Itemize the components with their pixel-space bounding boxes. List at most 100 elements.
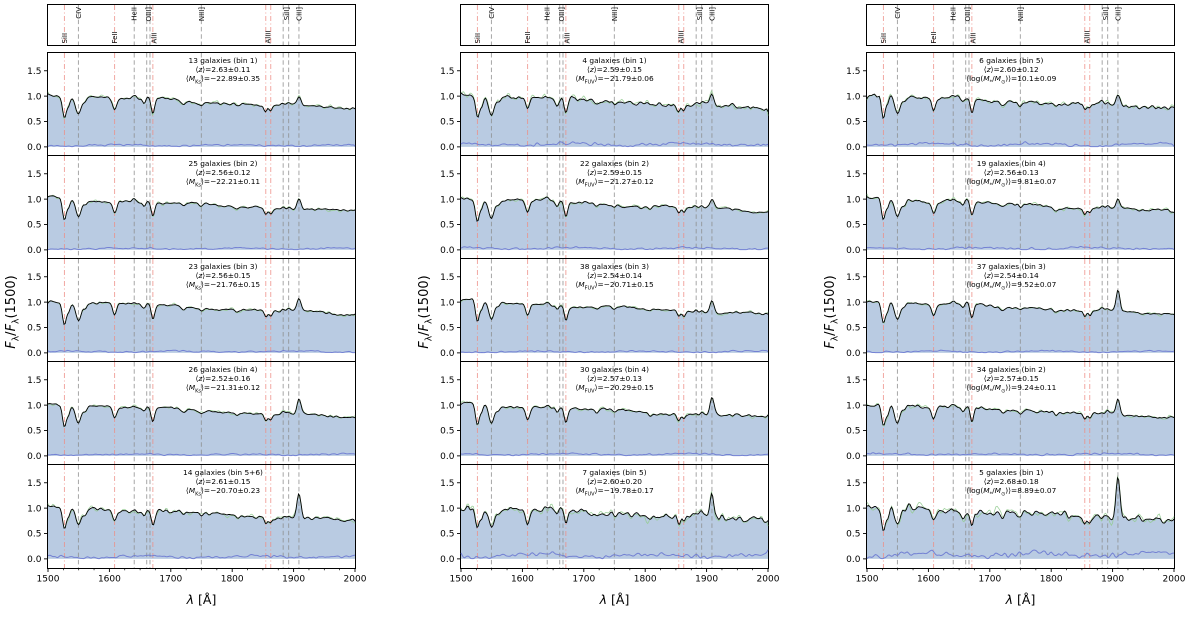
spectrum-canvas: 0.0 0.5 1.0 1.5 1500 1600 1700 1800 1900 2000	[846, 465, 1186, 585]
line-label-FeII: FeII	[111, 31, 119, 43]
auxiliary-spectrum-curve	[460, 491, 769, 527]
stacked-spectrum-curve	[460, 298, 769, 322]
x-tick-label: 1700	[978, 575, 1001, 585]
spectrum-canvas: 0.0 0.5 1.0 1.5	[846, 259, 1175, 362]
y-tick-label: 1.5	[27, 273, 41, 283]
spectrum-fill-area	[48, 399, 355, 456]
x-tick-label: 1800	[1040, 575, 1063, 585]
line-label-CIV: CIV	[894, 7, 902, 19]
y-tick-label: 1.5	[440, 376, 454, 386]
y-tick-label: 0.0	[846, 143, 861, 153]
spectrum-panel: 0.0 0.5 1.0 1.5 1500 1600 1700 1800 1900 2000	[27, 464, 367, 585]
spectrum-panel: 0.0 0.5 1.0 1.5	[440, 52, 769, 157]
panel-annotation-bin-quantity: ⟨MKs⟩=−22.21±0.11	[185, 177, 261, 189]
y-tick-label: 1.0	[27, 195, 42, 205]
line-strip-canvas: SiII CIV FeII HeII OIII] AlII NIII] AlIII SiII] C…	[61, 5, 303, 45]
panel-annotation-bin-quantity: ⟨MKs⟩=−22.89±0.35	[185, 74, 261, 86]
panel-annotation-count: 19 galaxies (bin 4)	[976, 159, 1046, 168]
y-tick-label: 0.5	[440, 324, 454, 334]
spectrum-panel: 0.0 0.5 1.0 1.5	[846, 52, 1175, 157]
y-tick-label: 0.0	[846, 452, 861, 462]
stacked-spectrum-curve	[460, 492, 769, 529]
spectrum-canvas: 0.0 0.5 1.0 1.5	[846, 156, 1175, 259]
panel-annotation-redshift: ⟨z⟩=2.63±0.11	[195, 65, 251, 74]
spectrum-panel: 0.0 0.5 1.0 1.5	[846, 258, 1175, 363]
stacked-spectrum-curve	[866, 398, 1175, 426]
stacked-spectrum-curve	[460, 397, 769, 425]
error-spectrum-curve	[460, 452, 769, 457]
error-spectrum-curve	[47, 143, 356, 148]
error-spectrum-curve	[866, 141, 1175, 148]
line-label-AlII: AlII	[563, 33, 571, 44]
y-tick-label: 0.5	[440, 221, 454, 231]
line-label-CIII]: CIII]	[295, 7, 303, 21]
y-tick-label: 1.0	[440, 401, 455, 411]
x-tick-label: 1600	[917, 575, 940, 585]
y-tick-label: 0.0	[27, 143, 42, 153]
panel-annotation-count: 26 galaxies (bin 4)	[188, 365, 258, 374]
spectrum-canvas: 0.0 0.5 1.0 1.5	[440, 156, 769, 259]
y-tick-label: 1.0	[846, 92, 861, 102]
panel-annotation-count: 14 galaxies (bin 5+6)	[183, 468, 263, 477]
panel-annotation-bin-quantity: ⟨MFUV⟩=−21.27±0.12	[575, 177, 654, 189]
x-tick-label: 1500	[856, 575, 879, 585]
line-label-NIII]: NIII]	[198, 7, 206, 21]
stacked-spectrum-curve	[47, 492, 356, 529]
error-spectrum-curve	[47, 349, 355, 354]
y-tick-label: 0.5	[27, 221, 41, 231]
panel-annotation-redshift: ⟨z⟩=2.68±0.18	[983, 477, 1039, 486]
panel-annotation: 4 galaxies (bin 1) ⟨z⟩=2.59±0.15 ⟨MFUV⟩=−2…	[575, 56, 653, 87]
y-tick-label: 0.5	[846, 221, 860, 231]
panel-annotation-count: 22 galaxies (bin 2)	[580, 159, 649, 168]
auxiliary-spectrum-curve	[866, 475, 1175, 531]
panel-annotation: 23 galaxies (bin 3) ⟨z⟩=2.56±0.15 ⟨MKs⟩=−2…	[186, 262, 260, 293]
y-tick-label: 1.5	[846, 273, 860, 283]
y-tick-label: 1.5	[27, 376, 41, 386]
y-tick-label: 0.0	[440, 555, 455, 565]
stacked-spectrum-curve	[460, 92, 769, 118]
panel-annotation-count: 34 galaxies (bin 2)	[976, 365, 1046, 374]
stacked-spectrum-curve	[47, 195, 356, 221]
error-spectrum-curve	[460, 141, 769, 148]
panel-annotation-bin-quantity: ⟨MKs⟩=−21.31±0.12	[185, 383, 261, 395]
spectrum-panel: 0.0 0.5 1.0 1.5	[27, 258, 356, 363]
panel-annotation-redshift: ⟨z⟩=2.52±0.16	[195, 374, 251, 383]
y-tick-label: 0.5	[846, 324, 860, 334]
panel-annotation-count: 37 galaxies (bin 3)	[976, 262, 1046, 271]
y-tick-label: 1.0	[846, 504, 861, 514]
spectrum-canvas: 0.0 0.5 1.0 1.5	[27, 53, 356, 156]
panel-annotation-redshift: ⟨z⟩=2.56±0.15	[195, 271, 251, 280]
x-axis-label: λ [Å]	[1005, 592, 1036, 607]
y-tick-label: 0.0	[27, 246, 42, 256]
line-label-AlII: AlII	[969, 33, 977, 44]
error-spectrum-curve	[47, 554, 356, 560]
spectrum-canvas: 0.0 0.5 1.0 1.5	[440, 259, 769, 362]
y-tick-label: 0.5	[27, 324, 41, 334]
panel-annotation: 19 galaxies (bin 4) ⟨z⟩=2.56±0.13 ⟨log(M*/…	[966, 159, 1056, 190]
panel-annotation-count: 25 galaxies (bin 2)	[188, 159, 258, 168]
spectrum-canvas: 0.0 0.5 1.0 1.5 1500 1600 1700 1800 1900 2000	[440, 465, 780, 585]
y-tick-label: 1.0	[27, 298, 42, 308]
panel-annotation-redshift: ⟨z⟩=2.60±0.20	[587, 477, 642, 486]
stacked-spectrum-curve	[47, 398, 356, 427]
line-label-SiII]: SiII]	[696, 7, 704, 21]
y-tick-label: 0.0	[27, 349, 42, 359]
x-tick-label: 1800	[221, 575, 244, 585]
panel-annotation: 30 galaxies (bin 4) ⟨z⟩=2.57±0.13 ⟨MFUV⟩=−…	[575, 365, 653, 396]
error-spectrum-curve	[460, 246, 769, 251]
x-tick-label: 2000	[344, 575, 367, 585]
y-tick-label: 1.5	[27, 170, 41, 180]
x-tick-label: 1900	[1101, 575, 1124, 585]
y-tick-label: 0.0	[846, 555, 861, 565]
panel-annotation: 38 galaxies (bin 3) ⟨z⟩=2.54±0.14 ⟨MFUV⟩=−…	[575, 262, 653, 293]
x-tick-label: 2000	[757, 575, 780, 585]
y-axis-label: Fλ/Fλ(1500)	[417, 275, 435, 349]
stacked-spectrum-curve	[47, 297, 356, 326]
line-label-AlIII: AlIII	[678, 31, 686, 44]
y-tick-label: 1.0	[27, 401, 42, 411]
error-spectrum-curve	[47, 452, 356, 457]
panel-annotation-redshift: ⟨z⟩=2.57±0.15	[983, 374, 1039, 383]
y-tick-label: 0.0	[846, 349, 861, 359]
stacked-spectrum-curve	[47, 93, 356, 118]
